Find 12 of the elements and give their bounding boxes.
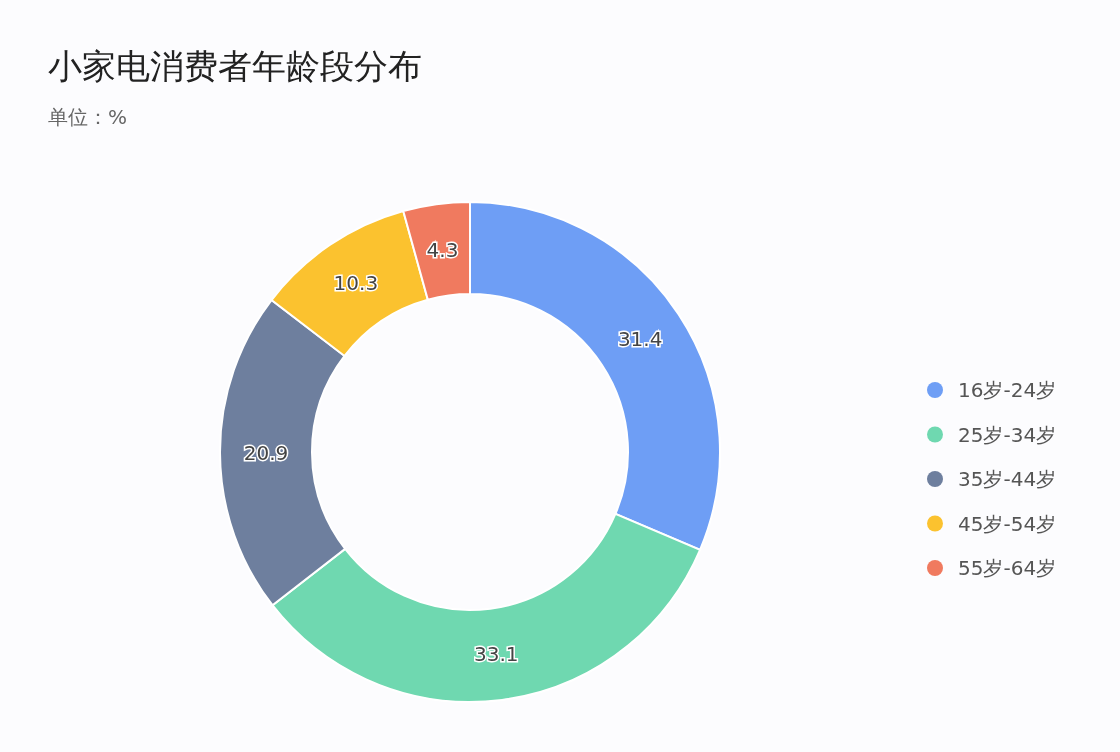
chart-subtitle: 单位：% bbox=[48, 105, 128, 129]
data-label: 33.1 bbox=[473, 642, 519, 667]
legend-label: 25岁-34岁 bbox=[958, 422, 1057, 447]
legend-label: 16岁-24岁 bbox=[958, 378, 1057, 402]
legend-label: 35岁-44岁 bbox=[958, 467, 1057, 491]
data-label: 10.3 bbox=[333, 270, 379, 295]
data-label: 31.4 bbox=[617, 327, 663, 352]
legend-label: 45岁-54岁 bbox=[958, 511, 1057, 536]
legend-label: 55岁-64岁 bbox=[958, 556, 1057, 580]
chart-title: 小家电消费者年龄段分布 bbox=[48, 46, 422, 86]
data-label: 20.9 bbox=[243, 440, 289, 465]
data-label: 4.3 bbox=[426, 237, 459, 262]
